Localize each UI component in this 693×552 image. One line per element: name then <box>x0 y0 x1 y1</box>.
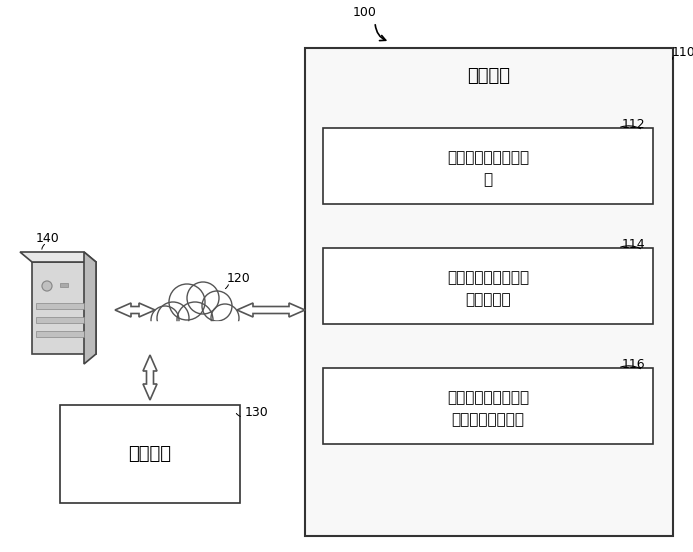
Text: 预测结果确定单元: 预测结果确定单元 <box>452 412 525 427</box>
FancyBboxPatch shape <box>323 248 653 324</box>
FancyBboxPatch shape <box>32 262 96 354</box>
Circle shape <box>187 282 219 314</box>
FancyBboxPatch shape <box>323 128 653 204</box>
FancyBboxPatch shape <box>36 317 84 323</box>
Bar <box>149 324 241 344</box>
Text: 计算设备: 计算设备 <box>468 67 511 85</box>
Text: 112: 112 <box>622 118 646 130</box>
Circle shape <box>211 304 239 332</box>
Text: 114: 114 <box>622 237 646 251</box>
FancyBboxPatch shape <box>305 48 673 536</box>
Bar <box>60 283 68 287</box>
Circle shape <box>157 302 189 334</box>
Text: 测序序列数据获取单: 测序序列数据获取单 <box>447 151 529 166</box>
Text: 待测基因的拷贝数的: 待测基因的拷贝数的 <box>447 390 529 406</box>
FancyBboxPatch shape <box>60 405 240 503</box>
Text: 测序设备: 测序设备 <box>128 445 171 463</box>
Polygon shape <box>115 303 155 317</box>
Text: 120: 120 <box>227 272 251 284</box>
Text: 116: 116 <box>622 358 646 370</box>
Text: 元: 元 <box>484 172 493 188</box>
Polygon shape <box>84 252 96 364</box>
Text: 单体型数目和测序深: 单体型数目和测序深 <box>447 270 529 285</box>
Circle shape <box>177 302 213 338</box>
FancyBboxPatch shape <box>36 331 84 337</box>
Text: 130: 130 <box>245 406 269 420</box>
Circle shape <box>151 306 179 334</box>
Circle shape <box>169 284 205 320</box>
FancyBboxPatch shape <box>36 303 84 309</box>
Polygon shape <box>20 252 96 262</box>
Polygon shape <box>143 355 157 400</box>
Circle shape <box>202 291 232 321</box>
Text: 100: 100 <box>353 6 377 19</box>
Polygon shape <box>237 303 305 317</box>
Text: 110: 110 <box>672 45 693 59</box>
Circle shape <box>42 281 52 291</box>
Text: 140: 140 <box>36 231 60 245</box>
FancyBboxPatch shape <box>323 368 653 444</box>
Text: 度确定单元: 度确定单元 <box>465 293 511 307</box>
